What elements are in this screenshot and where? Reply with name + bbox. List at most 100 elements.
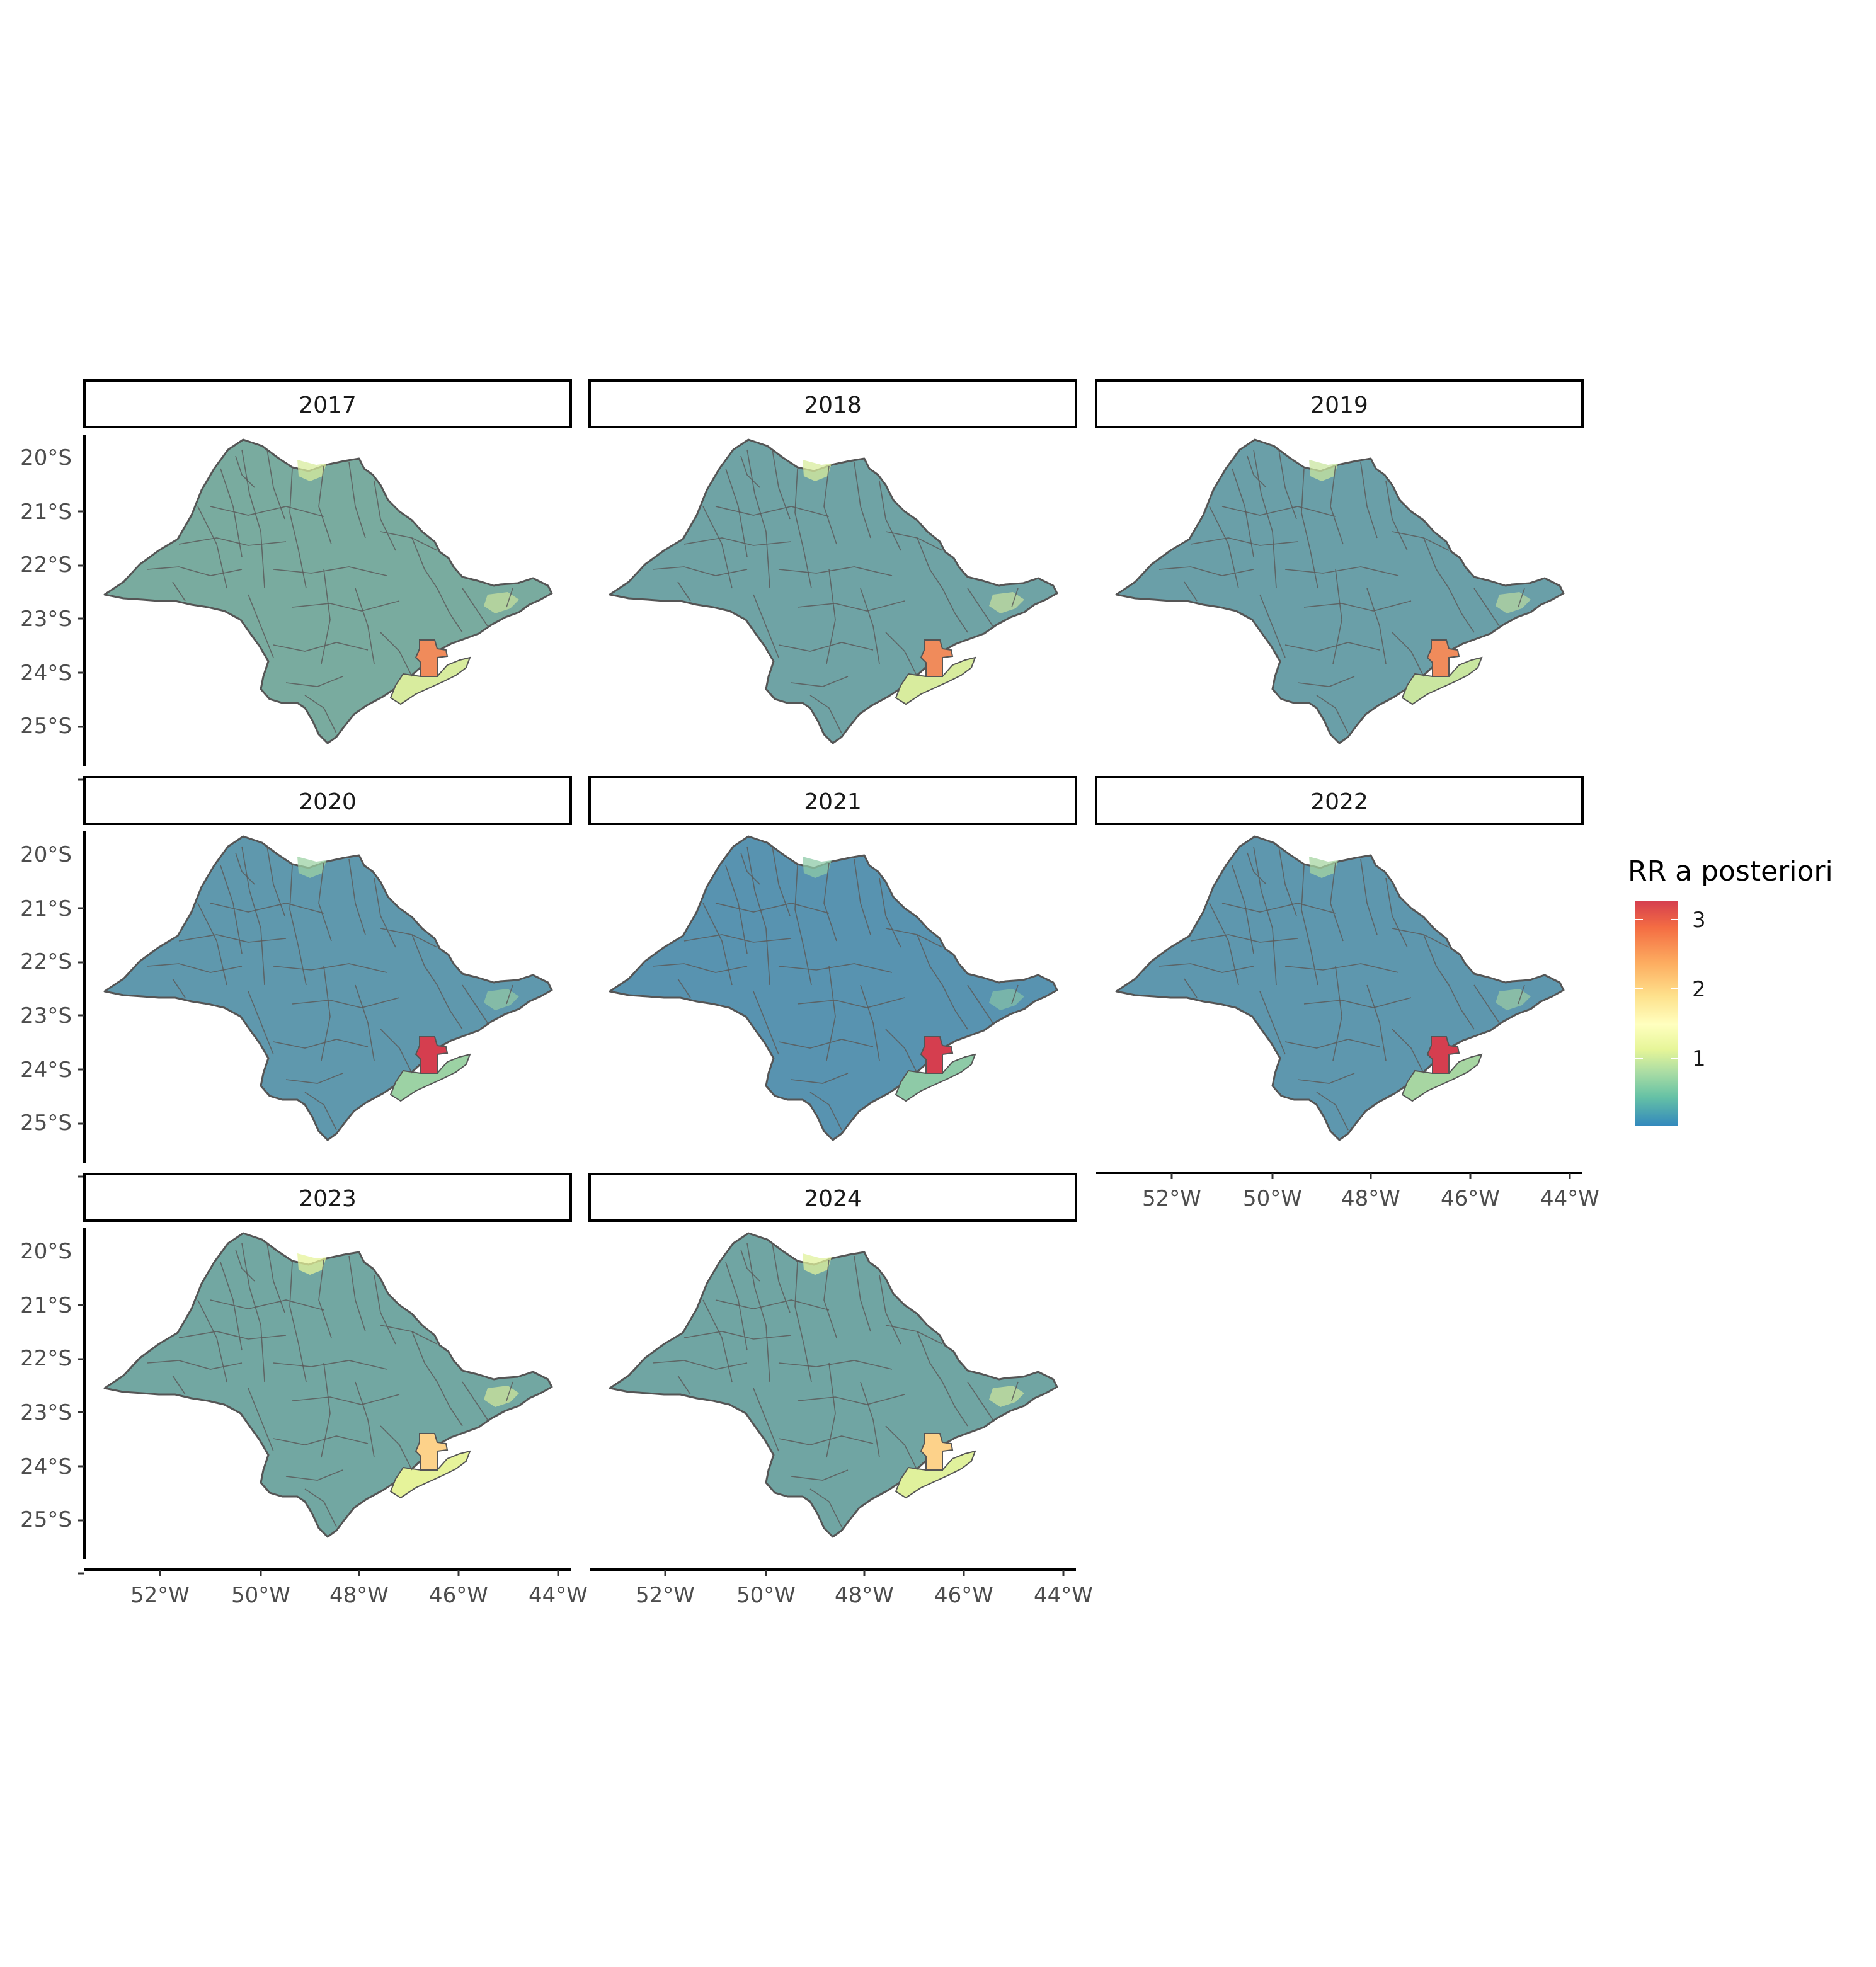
facet-strip-label: 2021 [804,789,862,815]
municipality-boundary [1011,984,1019,1005]
municipality-boundary [355,984,375,1061]
municipality-boundary [1278,449,1297,520]
municipality-boundary [273,566,387,576]
municipality-boundary [917,1331,943,1383]
municipality-boundary [1259,991,1286,1055]
municipality-boundary [967,588,993,627]
municipality-boundary [1518,984,1525,1005]
state-polygon [609,1232,1058,1538]
municipality-boundary [791,1073,849,1084]
municipality-boundary [1330,862,1344,942]
municipality-boundary [967,984,993,1023]
municipality-boundary [462,588,488,627]
municipality-boundary [1392,1029,1424,1074]
municipality-boundary [266,846,285,916]
municipality-boundary [285,1469,343,1481]
municipality-boundary [462,1381,488,1420]
y-tick-label: 23°S [20,1400,72,1425]
municipality-boundary [355,1381,375,1458]
municipality-boundary [1392,632,1424,677]
municipality-boundary [248,1388,274,1452]
state-polygon [103,1232,553,1538]
y-tick-label: 22°S [20,949,72,974]
municipality-boundary [1247,455,1267,488]
municipality-boundary [178,537,287,546]
municipality-boundary [794,865,812,986]
facet-strip [83,776,572,825]
municipality-boundary [321,966,331,1061]
state-map [1115,835,1565,1141]
municipality-boundary [273,1435,369,1445]
northern-region [1309,460,1338,481]
municipality-boundary [794,1262,812,1383]
capital-municipality [415,639,449,677]
municipality-boundary [746,1243,770,1383]
municipality-boundary [791,1469,849,1481]
municipality-boundary [1473,588,1500,627]
municipality-boundary [380,531,438,551]
municipality-boundary [266,449,285,520]
x-tick-label: 46°W [429,1583,488,1608]
municipality-boundary [715,1299,830,1311]
municipality-boundary [210,903,324,914]
y-tick-label: 25°S [20,1507,72,1532]
municipality-boundary [147,1360,243,1370]
x-tick-label: 52°W [1142,1186,1201,1211]
municipality-boundary [248,594,274,658]
municipality-boundary [292,1394,400,1405]
municipality-boundary [289,468,307,589]
municipality-boundary [885,1425,918,1471]
municipality-boundary [683,1331,792,1340]
municipality-boundary [266,1243,285,1313]
municipality-boundary [355,588,375,664]
municipality-boundary [823,1259,837,1338]
municipality-boundary [462,984,488,1023]
municipality-boundary [235,455,255,488]
capital-municipality [920,1433,954,1471]
municipality-boundary [241,1243,265,1383]
municipality-boundary [289,865,307,986]
municipality-boundary [917,934,943,986]
municipality-boundary [860,588,880,664]
coastal-region [389,1450,471,1499]
municipality-boundary [854,462,871,539]
municipality-boundary [1190,537,1298,546]
municipality-boundary [885,928,943,948]
municipality-boundary [374,877,396,948]
municipality-boundary [1232,468,1254,557]
municipality-boundary [147,566,243,576]
municipality-boundary [1259,594,1286,658]
municipality-boundary [318,862,332,942]
northern-region [803,857,832,878]
municipality-boundary [380,1425,413,1471]
municipality-boundary [740,1249,760,1282]
municipality-boundary [1190,934,1298,943]
municipality-boundary [1221,903,1336,914]
municipality-boundary [791,676,849,687]
y-tick-label: 20°S [20,445,72,470]
facet-strip-label: 2022 [1310,789,1368,815]
x-tick-label: 52°W [130,1583,190,1608]
municipality-boundary [380,1325,438,1345]
municipality-boundary [248,991,274,1055]
municipality-boundary [210,506,324,517]
facet-strip-label: 2020 [299,789,357,815]
coastal-region [389,656,471,705]
municipality-boundary [1366,984,1387,1061]
municipality-boundary [1284,1039,1380,1049]
y-tick-label: 25°S [20,1110,72,1136]
legend-colorbar [1635,901,1678,1126]
facet-panel-2017: 2017 20°S 21°S 22°S 23°S 24°S 25°S [20,379,572,781]
facet-strip-label: 2019 [1310,392,1368,418]
x-tick-label: 46°W [934,1583,993,1608]
municipality-boundary [826,1362,836,1458]
municipality-boundary [411,934,438,986]
state-map [609,438,1058,744]
municipality-boundary [220,1262,243,1351]
capital-municipality [415,1433,449,1471]
coastal-region [1401,656,1483,705]
municipality-boundary [826,569,836,664]
municipality-boundary [942,1381,968,1427]
state-polygon [609,835,1058,1141]
